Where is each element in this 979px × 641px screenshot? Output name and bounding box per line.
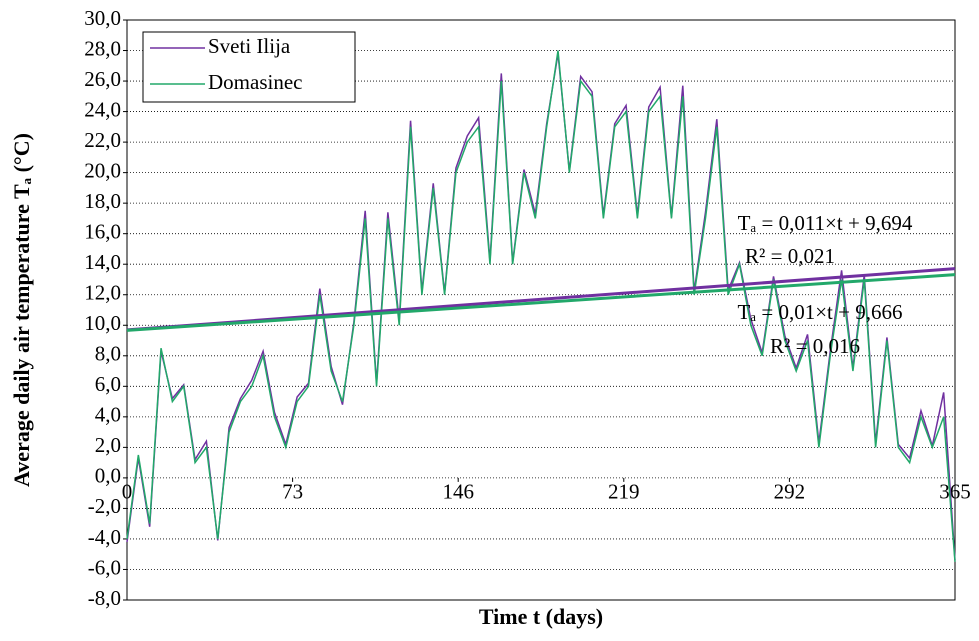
y-tick-label: 8,0 xyxy=(95,342,121,366)
y-tick-label: -4,0 xyxy=(88,525,121,549)
y-tick-label: 16,0 xyxy=(84,219,121,243)
legend-label: Domasinec xyxy=(208,70,302,94)
y-tick-label: -8,0 xyxy=(88,586,121,610)
y-tick-label: 18,0 xyxy=(84,189,121,213)
y-axis-title: Average daily air temperature Tₐ (°C) xyxy=(9,133,34,487)
y-tick-label: 12,0 xyxy=(84,281,121,305)
y-tick-label: 4,0 xyxy=(95,403,121,427)
trendline-equation: R² = 0,016 xyxy=(770,334,860,358)
x-tick-label: 219 xyxy=(608,480,640,504)
trendline-equation: Tₐ = 0,01×t + 9,666 xyxy=(738,300,903,324)
trendline-equation: Tₐ = 0,011×t + 9,694 xyxy=(738,211,913,235)
y-tick-label: 30,0 xyxy=(84,6,121,30)
x-tick-label: 73 xyxy=(282,480,303,504)
y-tick-label: 26,0 xyxy=(84,67,121,91)
y-tick-label: 2,0 xyxy=(95,433,121,457)
trend-line xyxy=(126,273,956,332)
x-axis-title: Time t (days) xyxy=(479,604,603,629)
series-line xyxy=(126,50,956,562)
y-tick-label: 14,0 xyxy=(84,250,121,274)
y-tick-label: 22,0 xyxy=(84,128,121,152)
y-tick-label: 0,0 xyxy=(95,464,121,488)
y-tick-label: 10,0 xyxy=(84,311,121,335)
y-tick-label: 20,0 xyxy=(84,158,121,182)
x-tick-label: 146 xyxy=(442,480,474,504)
plot-frame xyxy=(126,19,956,601)
y-tick-label: 24,0 xyxy=(84,97,121,121)
y-tick-label: 6,0 xyxy=(95,372,121,396)
legend-label: Sveti Ilija xyxy=(208,34,291,58)
y-tick-label: 28,0 xyxy=(84,36,121,60)
y-tick-label: -6,0 xyxy=(88,555,121,579)
legend: Sveti Ilija Domasinec xyxy=(142,31,356,103)
y-tick-label: -2,0 xyxy=(88,494,121,518)
trendline-equation: R² = 0,021 xyxy=(745,244,835,268)
x-tick-label: 292 xyxy=(774,480,806,504)
legend-box xyxy=(142,31,356,103)
